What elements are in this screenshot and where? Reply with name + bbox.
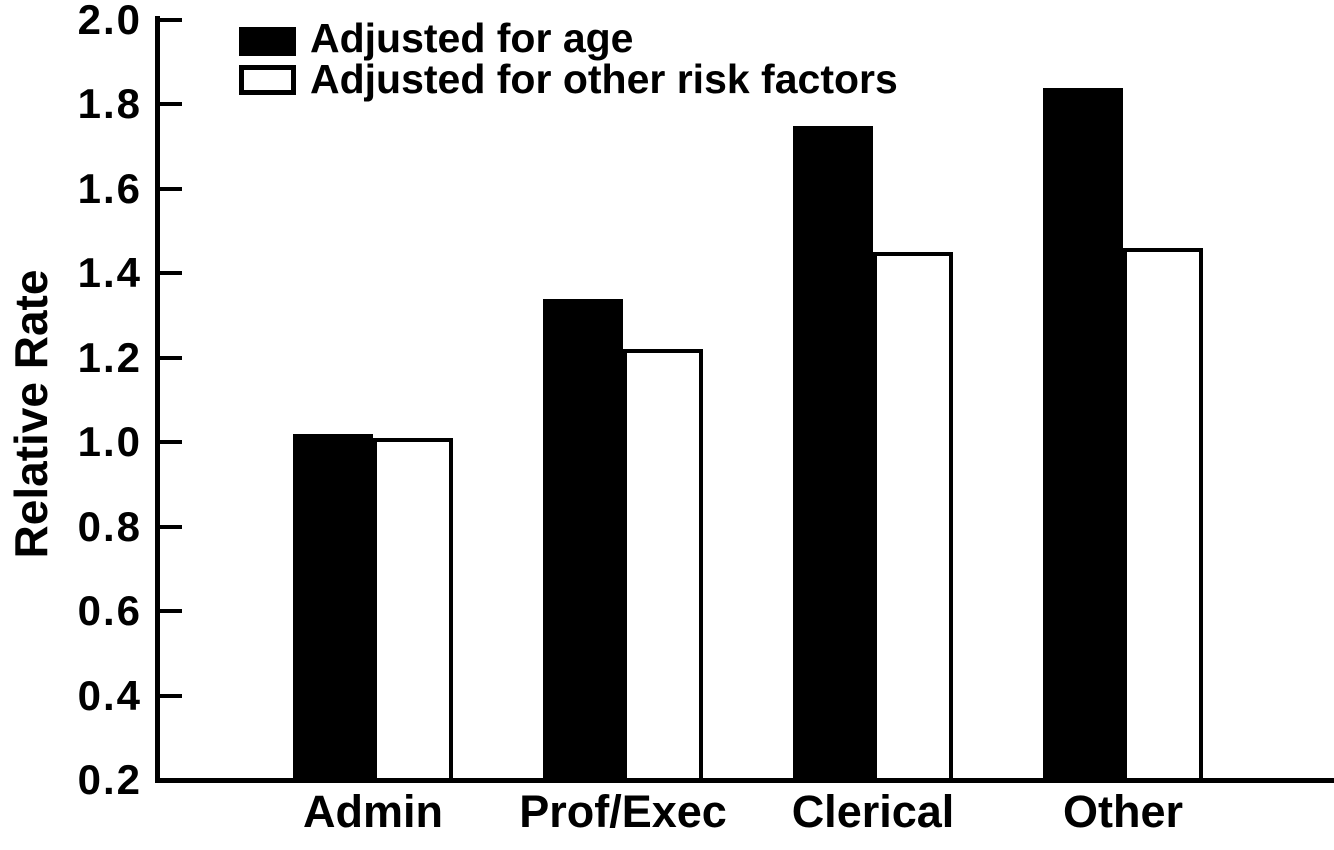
y-tick-2.0: [157, 18, 182, 22]
x-axis-line: [155, 778, 1334, 783]
x-label-admin: Admin: [303, 786, 443, 837]
y-tick-0.4: [157, 693, 182, 698]
legend-swatch-adjusted-for-other-risk-factors: [239, 65, 296, 95]
y-tick-label-0.2: 0.2: [77, 756, 142, 803]
y-tick-label-2.0: 2.0: [77, 0, 142, 43]
y-tick-0.6: [157, 609, 182, 614]
legend-swatch-adjusted-for-age: [239, 27, 296, 56]
bar-admin-adjusted-for-age: [293, 433, 373, 783]
y-tick-0.2: [157, 778, 182, 782]
y-tick-label-1.0: 1.0: [77, 418, 142, 466]
y-tick-label-0.4: 0.4: [77, 671, 142, 719]
bar-other-adjusted-for-other-risk-factors: [1123, 248, 1203, 783]
bar-other-adjusted-for-age: [1043, 87, 1123, 783]
y-tick-label-1.2: 1.2: [77, 333, 142, 381]
y-tick-1.4: [157, 271, 182, 276]
bar-clerical-adjusted-for-age: [793, 125, 873, 783]
bar-prof-exec-adjusted-for-other-risk-factors: [623, 349, 703, 783]
legend-label-adjusted-for-other-risk-factors: Adjusted for other risk factors: [310, 56, 898, 102]
y-axis-line: [155, 16, 160, 783]
y-tick-label-1.4: 1.4: [77, 249, 142, 297]
y-tick-label-0.8: 0.8: [77, 502, 142, 550]
y-tick-label-1.8: 1.8: [77, 80, 142, 128]
bar-prof-exec-adjusted-for-age: [543, 298, 623, 783]
y-tick-label-1.6: 1.6: [77, 164, 142, 212]
bar-clerical-adjusted-for-other-risk-factors: [873, 252, 953, 783]
y-tick-label-0.6: 0.6: [77, 587, 142, 635]
y-tick-0.8: [157, 524, 182, 529]
x-label-other: Other: [1062, 786, 1183, 837]
y-tick-1.6: [157, 186, 182, 191]
y-tick-1.2: [157, 355, 182, 360]
y-tick-1.8: [157, 102, 182, 107]
legend-label-adjusted-for-age: Adjusted for age: [310, 15, 634, 61]
x-label-prof-exec: Prof/Exec: [519, 786, 727, 837]
y-tick-1.0: [157, 440, 182, 445]
x-label-clerical: Clerical: [791, 786, 955, 837]
